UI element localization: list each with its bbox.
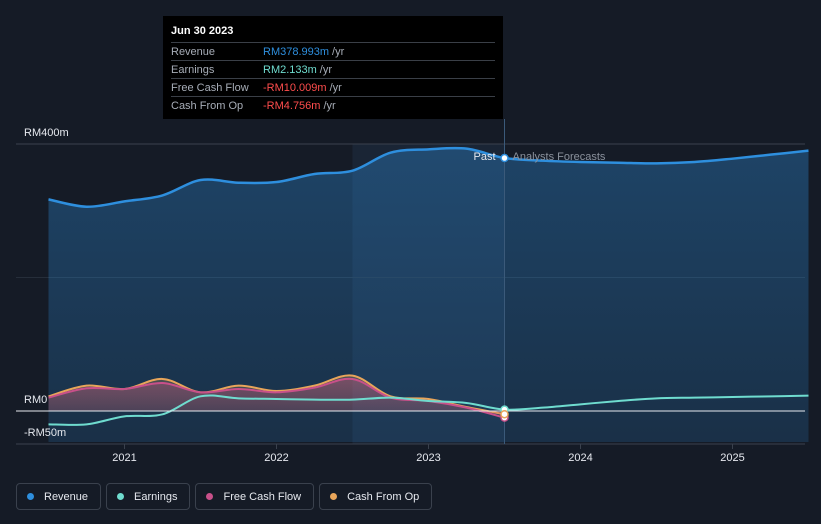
- tooltip: Jun 30 2023 Revenue RM378.993m /yr Earni…: [163, 16, 503, 119]
- tooltip-label: Earnings: [171, 63, 215, 76]
- legend-dot-icon: [117, 493, 125, 500]
- legend-dot-icon: [27, 493, 34, 500]
- tooltip-value: -RM4.756m: [263, 99, 321, 112]
- tooltip-label: Revenue: [171, 45, 216, 58]
- tooltip-label: Cash From Op: [171, 99, 244, 112]
- x-tick-label: 2021: [112, 452, 136, 464]
- legend-dot-icon: [206, 493, 214, 500]
- tooltip-date: Jun 30 2023: [171, 25, 234, 37]
- forecast-label: Analysts Forecasts: [513, 151, 606, 163]
- earnings-line: [48, 394, 809, 426]
- tooltip-unit: /yr: [323, 99, 336, 112]
- revenue-line: [48, 146, 809, 208]
- past-label: Past: [473, 151, 495, 163]
- x-tick-label: 2025: [720, 452, 744, 464]
- legend-item-earnings[interactable]: Earnings: [106, 483, 191, 510]
- cash-from-op-marker: [500, 409, 509, 419]
- tooltip-row-free-cash-flow: Free Cash Flow -RM10.009m /yr: [171, 78, 495, 96]
- revenue-area: [48, 148, 809, 443]
- tooltip-value: -RM10.009m: [263, 81, 327, 94]
- tooltip-row-earnings: Earnings RM2.133m /yr: [171, 60, 495, 78]
- tooltip-unit: /yr: [329, 81, 342, 94]
- y-tick-label: RM0: [24, 394, 47, 406]
- legend-label: Earnings: [134, 490, 178, 503]
- legend-item-cash-from-op[interactable]: Cash From Op: [319, 483, 433, 510]
- x-tick-label: 2024: [568, 452, 592, 464]
- legend-label: Cash From Op: [347, 490, 420, 503]
- y-tick-label: RM400m: [24, 127, 69, 139]
- tooltip-row-revenue: Revenue RM378.993m /yr: [171, 42, 495, 60]
- legend-label: Free Cash Flow: [223, 490, 302, 503]
- revenue-marker: [500, 153, 509, 163]
- legend-label: Revenue: [44, 490, 89, 503]
- legend: Revenue Earnings Free Cash Flow Cash Fro…: [16, 483, 433, 510]
- tooltip-unit: /yr: [332, 45, 345, 58]
- tooltip-row-cash-from-op: Cash From Op -RM4.756m /yr: [171, 96, 495, 114]
- x-tick-label: 2022: [264, 452, 288, 464]
- tooltip-value: RM2.133m: [263, 63, 317, 76]
- legend-item-free-cash-flow[interactable]: Free Cash Flow: [195, 483, 315, 510]
- legend-item-revenue[interactable]: Revenue: [16, 483, 102, 510]
- tooltip-value: RM378.993m: [263, 45, 330, 58]
- tooltip-label: Free Cash Flow: [171, 81, 249, 94]
- tooltip-unit: /yr: [319, 63, 333, 76]
- x-tick-label: 2023: [416, 452, 440, 464]
- y-tick-label: -RM50m: [24, 427, 66, 439]
- legend-dot-icon: [330, 493, 338, 500]
